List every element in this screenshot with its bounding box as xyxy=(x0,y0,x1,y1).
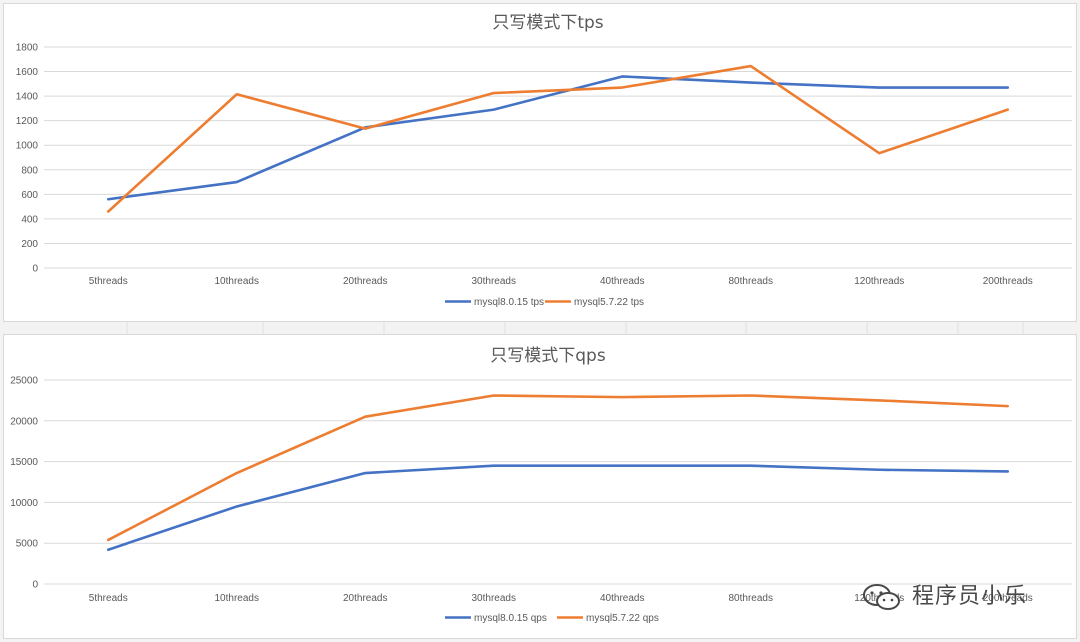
tps-series-line-2[interactable] xyxy=(106,64,1010,213)
qps-y-tick-label: 15000 xyxy=(10,457,38,468)
qps-y-tick-label: 25000 xyxy=(10,376,38,387)
tps-legend-label: mysql5.7.22 tps xyxy=(574,297,644,308)
tps-legend-label: mysql8.0.15 tps xyxy=(474,297,544,308)
tps-y-tick-label: 200 xyxy=(21,239,38,250)
qps-x-tick-label: 200threads xyxy=(983,593,1033,604)
tps-y-tick-label: 800 xyxy=(21,165,38,176)
tps-y-tick-label: 1000 xyxy=(16,141,39,152)
qps-y-tick-label: 5000 xyxy=(16,539,39,550)
watermark: 程序员小乐 xyxy=(860,578,1027,612)
qps-chart-title: 只写模式下qps xyxy=(490,346,606,366)
qps-legend-label: mysql8.0.15 qps xyxy=(474,613,547,624)
qps-y-tick-label: 10000 xyxy=(10,498,38,509)
tps-x-tick-label: 200threads xyxy=(983,276,1033,287)
qps-x-tick-label: 80threads xyxy=(729,593,773,604)
qps-y-tick-label: 20000 xyxy=(10,416,38,427)
tps-y-tick-label: 600 xyxy=(21,190,38,201)
qps-series-line-1[interactable] xyxy=(106,464,1010,552)
tps-x-tick-label: 10threads xyxy=(215,276,259,287)
qps-x-tick-label: 20threads xyxy=(343,593,387,604)
qps-legend-label: mysql5.7.22 qps xyxy=(586,613,659,624)
tps-x-tick-label: 120threads xyxy=(854,276,904,287)
tps-y-tick-label: 1800 xyxy=(16,43,39,54)
qps-x-tick-label: 30threads xyxy=(472,593,516,604)
tps-y-tick-label: 1400 xyxy=(16,92,39,103)
wechat-logo-icon xyxy=(860,584,912,610)
watermark-text: 程序员小乐 xyxy=(912,584,1028,609)
tps-x-tick-label: 80threads xyxy=(729,276,773,287)
qps-x-tick-label: 5threads xyxy=(89,593,128,604)
tps-chart-title: 只写模式下tps xyxy=(492,13,603,33)
tps-x-tick-label: 30threads xyxy=(472,276,516,287)
tps-y-tick-label: 1600 xyxy=(16,67,39,78)
tps-series-line-1[interactable] xyxy=(106,75,1010,201)
tps-y-tick-label: 1200 xyxy=(16,116,39,127)
tps-x-tick-label: 20threads xyxy=(343,276,387,287)
qps-y-tick-label: 0 xyxy=(32,580,38,591)
qps-series-line-2[interactable] xyxy=(106,394,1010,542)
qps-chart[interactable]: 只写模式下qps 0 5000 10000 15000 20000 25000 5thread… xyxy=(3,334,1077,639)
qps-x-tick-label: 40threads xyxy=(600,593,644,604)
tps-x-tick-label: 5threads xyxy=(89,276,128,287)
tps-chart-svg: 只写模式下tps 0 200 400 600 800 1000 1200 1400 1600 180… xyxy=(16,13,1072,308)
qps-x-tick-label: 10threads xyxy=(215,593,259,604)
tps-x-tick-label: 40threads xyxy=(600,276,644,287)
tps-chart[interactable]: 只写模式下tps 0 200 400 600 800 1000 1200 1400 1600 180… xyxy=(3,3,1077,322)
tps-y-tick-label: 400 xyxy=(21,214,38,225)
tps-y-tick-label: 0 xyxy=(32,264,38,275)
qps-chart-svg: 只写模式下qps 0 5000 10000 15000 20000 25000 5thread… xyxy=(10,346,1072,624)
